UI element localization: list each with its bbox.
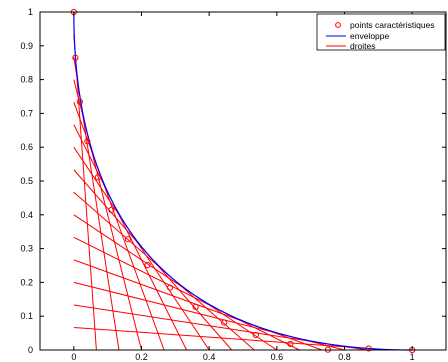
enveloppe-curve <box>73 11 413 351</box>
plot-area <box>40 12 446 350</box>
droite-line <box>73 146 210 351</box>
characteristic-point <box>108 206 115 214</box>
legend-marker-points <box>335 22 341 28</box>
enveloppe-layer <box>73 11 413 351</box>
legend-box <box>316 13 446 51</box>
characteristic-point <box>84 138 91 145</box>
legend: points caractéristiques enveloppe droite… <box>316 13 446 51</box>
characteristic-point <box>287 340 294 348</box>
droite-line <box>73 214 278 351</box>
droite-line <box>73 326 390 351</box>
characteristic-point <box>124 236 132 243</box>
legend-label-droites: droites <box>350 41 376 51</box>
y-tick-label: 0.2 <box>20 277 33 287</box>
characteristic-point <box>94 174 101 181</box>
y-tick-label: 1 <box>28 7 33 17</box>
droite-line <box>73 236 300 351</box>
y-tick-label: 0.3 <box>20 244 33 254</box>
y-tick-label: 0.7 <box>20 108 33 118</box>
x-tick-label: 0.6 <box>271 352 284 362</box>
characteristic-point <box>76 98 83 105</box>
y-tick-label: 0.9 <box>20 41 33 51</box>
legend-label-enveloppe: enveloppe <box>350 31 390 41</box>
characteristic-point <box>144 262 151 269</box>
y-tick-label: 0.4 <box>20 210 33 220</box>
characteristic-point <box>221 319 228 326</box>
y-tick-label: 0.5 <box>20 176 33 186</box>
x-tick-label: 0.4 <box>203 352 216 362</box>
x-tick-label: 0 <box>71 352 76 362</box>
characteristic-point <box>365 345 372 352</box>
y-axis: 0 0.1 0.2 0.3 0.4 0.5 0.6 0.7 0.8 0.9 1 <box>20 7 446 355</box>
x-tick-label: 0.2 <box>135 352 148 362</box>
x-tick-label: 0.8 <box>338 352 351 362</box>
y-tick-label: 0.6 <box>20 142 33 152</box>
characteristic-point <box>192 303 199 310</box>
x-tick-label: 1 <box>410 352 415 362</box>
characteristic-point <box>166 284 174 291</box>
y-tick-label: 0.1 <box>20 311 33 321</box>
x-axis: 0 0.2 0.4 0.6 0.8 1 <box>71 12 415 362</box>
y-tick-label: 0.8 <box>20 75 33 85</box>
characteristic-point <box>252 331 259 339</box>
y-tick-label: 0 <box>28 345 33 355</box>
droite-line <box>73 34 97 351</box>
legend-label-points: points caractéristiques <box>350 20 435 30</box>
characteristic-point <box>72 54 79 61</box>
